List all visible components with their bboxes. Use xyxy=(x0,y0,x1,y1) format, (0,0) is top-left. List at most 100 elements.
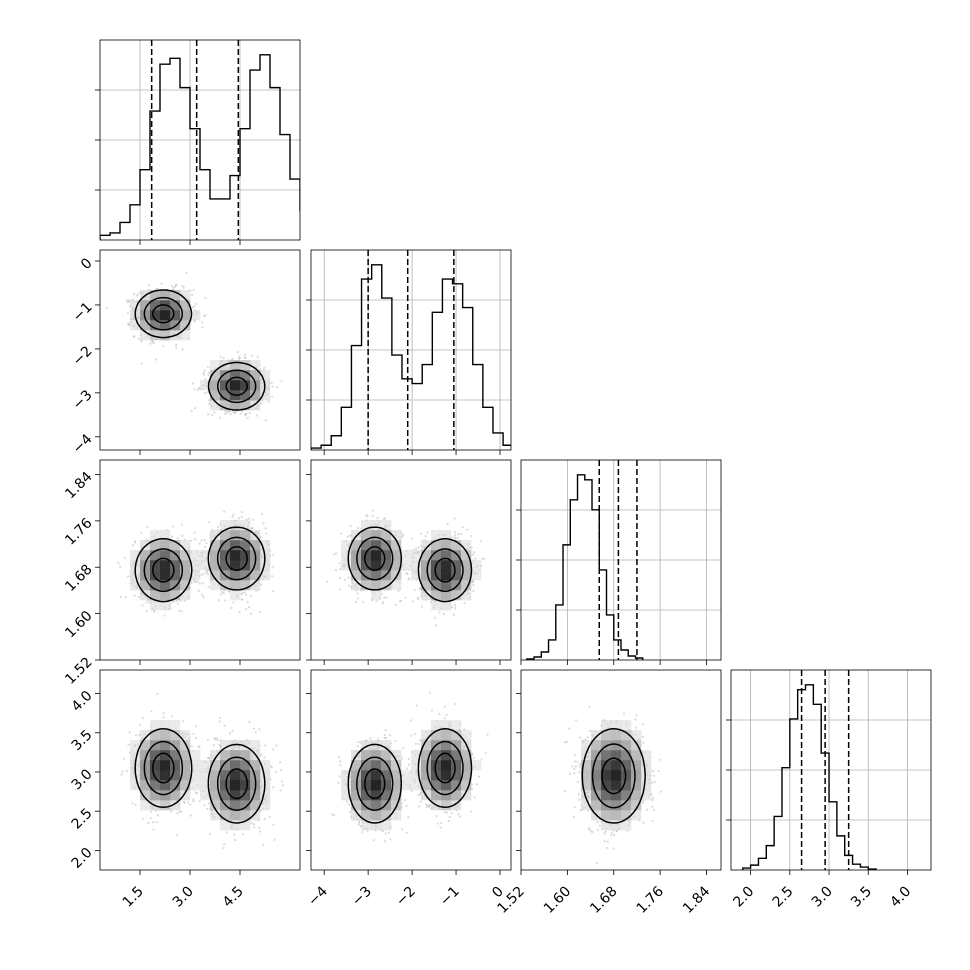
sample-point xyxy=(172,600,175,603)
histogram-2 xyxy=(526,474,644,660)
sample-point xyxy=(246,416,249,420)
density-cell xyxy=(140,550,151,561)
density-cell xyxy=(200,380,211,391)
sample-point xyxy=(124,596,127,599)
sample-point xyxy=(256,414,259,417)
sample-point xyxy=(249,612,253,615)
sample-point xyxy=(193,531,196,534)
sample-point xyxy=(404,596,407,599)
sample-point xyxy=(205,541,208,545)
density-cell xyxy=(170,590,181,601)
sample-point xyxy=(202,596,205,599)
sample-point xyxy=(240,510,243,514)
sample-point xyxy=(232,601,235,604)
sample-point xyxy=(219,416,222,419)
density-cell xyxy=(210,400,221,411)
sample-point xyxy=(162,345,165,348)
density-cell xyxy=(140,540,151,551)
sample-point xyxy=(201,326,204,329)
sample-point xyxy=(216,526,220,529)
sample-point xyxy=(182,286,185,289)
sample-point xyxy=(201,321,204,324)
pair-inner xyxy=(326,509,486,627)
sample-point xyxy=(333,553,336,556)
density-cell xyxy=(160,600,171,611)
density-cell xyxy=(170,540,181,551)
histogram-0 xyxy=(100,54,300,240)
sample-point xyxy=(155,287,158,291)
sample-point xyxy=(174,285,177,288)
sample-point xyxy=(207,374,210,377)
density-cell xyxy=(240,570,251,581)
sample-point xyxy=(382,518,386,521)
density-cell xyxy=(170,310,181,321)
sample-point xyxy=(271,575,274,578)
density-cell xyxy=(160,570,171,581)
sample-point xyxy=(132,335,136,338)
sample-point xyxy=(265,532,268,535)
sample-point xyxy=(262,522,265,525)
density-cell xyxy=(150,530,161,541)
sample-point xyxy=(201,593,204,597)
sample-point xyxy=(119,565,122,568)
density-cell xyxy=(220,520,231,531)
sample-point xyxy=(438,611,441,614)
sample-point xyxy=(140,362,143,365)
density-cell xyxy=(180,590,191,601)
sample-point xyxy=(237,357,241,360)
sample-point xyxy=(207,402,210,405)
sample-point xyxy=(228,410,231,413)
sample-point xyxy=(346,535,350,538)
pair-inner xyxy=(105,271,283,422)
density-cell xyxy=(180,310,191,321)
pair-panel-1-0 xyxy=(99,249,301,451)
density-cell xyxy=(240,360,251,371)
density-cell xyxy=(240,520,251,531)
density-cell xyxy=(150,560,161,571)
sample-point xyxy=(334,568,338,572)
diag-frame-0 xyxy=(99,39,301,241)
sample-point xyxy=(176,537,179,540)
density-cell xyxy=(210,530,221,541)
sample-point xyxy=(149,342,152,345)
sample-point xyxy=(194,538,197,541)
sample-point xyxy=(196,388,200,391)
density-cell xyxy=(170,580,181,591)
sample-point xyxy=(397,589,400,593)
sample-point xyxy=(198,386,201,389)
sample-point xyxy=(371,509,375,512)
sample-point xyxy=(206,366,210,369)
density-cell xyxy=(180,300,191,311)
sample-point xyxy=(356,592,359,595)
sample-point xyxy=(264,527,267,530)
sample-point xyxy=(250,354,253,357)
density-cell xyxy=(150,600,161,611)
diag-panel-3 xyxy=(726,669,932,871)
density-cell xyxy=(230,550,241,561)
sample-point xyxy=(148,601,151,604)
sample-point xyxy=(181,348,184,351)
sample-point xyxy=(203,369,206,372)
contour-level-0 xyxy=(134,526,266,603)
contour-level-0 xyxy=(134,289,266,411)
sample-point xyxy=(383,596,386,599)
sample-point xyxy=(126,575,130,578)
histogram-1 xyxy=(311,264,511,450)
sample-point xyxy=(272,553,275,556)
sample-point xyxy=(267,400,270,403)
sample-point xyxy=(229,413,232,416)
density-cell xyxy=(230,360,241,371)
density-cell xyxy=(260,570,271,581)
density-cell xyxy=(190,560,201,571)
sample-point xyxy=(244,356,247,359)
sample-point xyxy=(137,337,140,340)
sample-point xyxy=(231,515,234,518)
sample-point xyxy=(238,611,241,614)
sample-point xyxy=(207,585,210,588)
diag-frame-1 xyxy=(310,249,512,451)
sample-point xyxy=(181,284,184,288)
density-cell xyxy=(200,550,211,561)
density-cell xyxy=(220,370,231,381)
sample-point xyxy=(160,282,163,285)
density-cell xyxy=(210,540,221,551)
